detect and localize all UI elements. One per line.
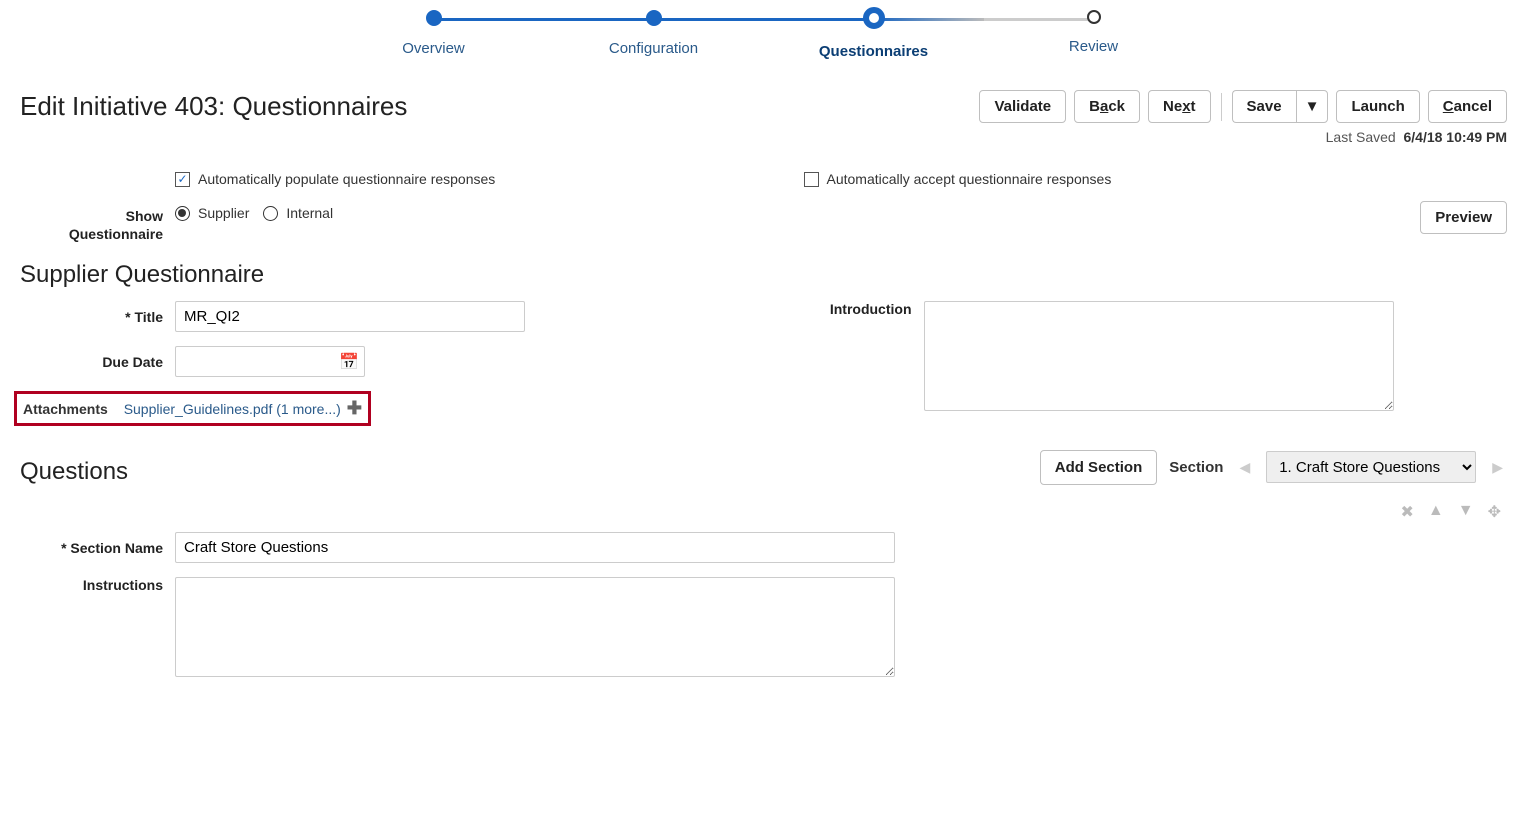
attachment-link[interactable]: Supplier_Guidelines.pdf (1 more...)	[124, 401, 341, 417]
separator	[1221, 93, 1222, 121]
cancel-button[interactable]: Cancel	[1428, 90, 1507, 123]
train-dot-future	[1087, 10, 1101, 24]
auto-accept-row: Automatically accept questionnaire respo…	[804, 171, 1508, 187]
section-name-label: Section Name	[20, 540, 175, 556]
auto-populate-row: ✓ Automatically populate questionnaire r…	[175, 171, 724, 187]
train-label: Review	[1069, 38, 1118, 55]
attachments-label: Attachments	[23, 401, 108, 417]
train-step-overview[interactable]: Overview	[324, 10, 544, 57]
train-step-configuration[interactable]: Configuration	[544, 10, 764, 57]
last-saved: Last Saved 6/4/18 10:49 PM	[20, 129, 1507, 145]
radio-internal[interactable]	[263, 206, 278, 221]
back-button[interactable]: Back	[1074, 90, 1140, 123]
preview-button[interactable]: Preview	[1420, 201, 1507, 234]
move-up-icon[interactable]: ▲	[1428, 502, 1444, 522]
section-reorder-icons: ✖ ▲ ▼ ✥	[20, 502, 1501, 522]
supplier-questionnaire-heading: Supplier Questionnaire	[20, 261, 1507, 289]
save-menu-button[interactable]: ▼	[1296, 90, 1329, 123]
questions-heading: Questions	[20, 458, 128, 486]
next-button[interactable]: Next	[1148, 90, 1211, 123]
move-handle-icon[interactable]: ✥	[1488, 502, 1501, 522]
instructions-textarea[interactable]	[175, 577, 895, 677]
train-label: Overview	[402, 40, 465, 57]
title-label: Title	[20, 309, 175, 325]
train-step-review[interactable]: Review	[984, 10, 1204, 55]
show-questionnaire-label: ShowQuestionnaire	[20, 205, 175, 243]
introduction-textarea[interactable]	[924, 301, 1394, 411]
delete-section-icon[interactable]: ✖	[1401, 502, 1414, 522]
add-attachment-icon[interactable]: ✚	[347, 398, 362, 419]
train-dot	[646, 10, 662, 26]
show-questionnaire-radios: Supplier Internal	[175, 205, 333, 221]
section-prev-icon[interactable]: ◀	[1235, 459, 1254, 476]
launch-button[interactable]: Launch	[1336, 90, 1419, 123]
calendar-icon[interactable]: 📅	[339, 352, 359, 372]
validate-button[interactable]: Validate	[979, 90, 1066, 123]
wizard-train: Overview Configuration Questionnaires Re…	[314, 10, 1214, 60]
questions-toolbar: Add Section Section ◀ 1. Craft Store Que…	[1040, 450, 1507, 485]
action-button-row: Validate Back Next Save ▼ Launch Cancel	[979, 90, 1507, 123]
radio-supplier[interactable]	[175, 206, 190, 221]
move-down-icon[interactable]: ▼	[1458, 502, 1474, 522]
page-title: Edit Initiative 403: Questionnaires	[20, 91, 407, 122]
save-split-button: Save ▼	[1232, 90, 1329, 123]
save-button[interactable]: Save	[1232, 90, 1296, 123]
radio-supplier-label: Supplier	[198, 205, 249, 221]
train-label: Configuration	[609, 40, 698, 57]
due-date-input[interactable]	[175, 346, 365, 377]
train-label: Questionnaires	[819, 43, 928, 60]
radio-internal-label: Internal	[286, 205, 333, 221]
section-select[interactable]: 1. Craft Store Questions	[1266, 451, 1476, 483]
due-date-label: Due Date	[20, 354, 175, 370]
introduction-label: Introduction	[804, 301, 924, 317]
section-label: Section	[1169, 459, 1223, 476]
section-next-icon[interactable]: ▶	[1488, 459, 1507, 476]
train-step-questionnaires[interactable]: Questionnaires	[764, 10, 984, 60]
train-dot	[426, 10, 442, 26]
auto-populate-checkbox[interactable]: ✓	[175, 172, 190, 187]
attachments-highlight: Attachments Supplier_Guidelines.pdf (1 m…	[14, 391, 371, 426]
title-input[interactable]	[175, 301, 525, 332]
section-name-input[interactable]	[175, 532, 895, 563]
train-dot-current	[863, 7, 885, 29]
auto-accept-checkbox[interactable]	[804, 172, 819, 187]
instructions-label: Instructions	[20, 577, 175, 593]
auto-accept-label: Automatically accept questionnaire respo…	[827, 171, 1112, 187]
auto-populate-label: Automatically populate questionnaire res…	[198, 171, 495, 187]
add-section-button[interactable]: Add Section	[1040, 450, 1158, 485]
